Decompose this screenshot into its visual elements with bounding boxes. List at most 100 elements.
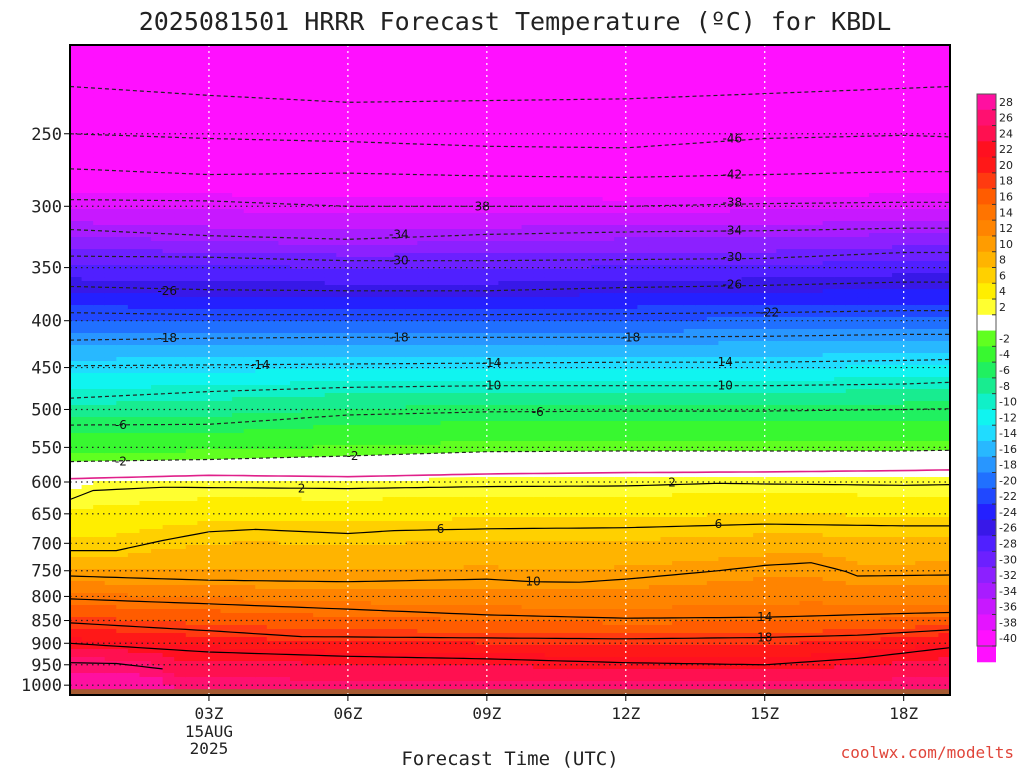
colorbar-swatch [977, 440, 996, 458]
isotherm-0 [70, 469, 950, 480]
colorbar-swatch [977, 614, 996, 631]
colorbar-swatch [977, 646, 996, 663]
isotherm-label: 2 [298, 482, 306, 496]
x-tick-label: 06Z [333, 704, 362, 723]
y-tick-label: 250 [31, 125, 62, 145]
isotherm-label: 6 [437, 522, 445, 536]
colorbar-swatch [977, 188, 996, 205]
y-tick-label: 550 [31, 438, 62, 458]
x-date-label: 15AUG [185, 722, 233, 741]
y-tick-label: 850 [31, 612, 62, 632]
isotherm-label: 14 [757, 610, 772, 624]
colorbar-swatch [977, 330, 996, 347]
isotherm-label: -18 [389, 330, 409, 344]
colorbar-tick-label: -24 [999, 506, 1017, 519]
y-tick-label: 700 [31, 534, 62, 554]
colorbar-swatch [977, 393, 996, 410]
isotherm-label: -6 [532, 405, 544, 419]
colorbar-tick-label: 28 [999, 96, 1013, 109]
colorbar-swatch [977, 456, 996, 474]
colorbar-swatch [977, 283, 996, 300]
colorbar-swatch [977, 377, 996, 395]
colorbar-tick-label: 18 [999, 175, 1013, 188]
colorbar-swatch [977, 109, 996, 127]
isotherm-label: -46 [723, 132, 743, 146]
colorbar-tick-label: -14 [999, 427, 1017, 440]
colorbar-swatch [977, 157, 996, 174]
colorbar-swatch [977, 346, 996, 363]
colorbar-tick-label: 12 [999, 222, 1013, 235]
isotherm-label: -30 [723, 250, 743, 264]
x-tick-label: 18Z [889, 704, 918, 723]
colorbar-tick-label: -38 [999, 616, 1017, 629]
colorbar-swatch [977, 251, 996, 268]
colorbar-swatch [977, 582, 996, 600]
colorbar-tick-label: -16 [999, 443, 1017, 456]
isotherm-label: 2 [668, 476, 676, 490]
colorbar-swatch [977, 267, 996, 284]
isotherm-6 [70, 523, 950, 552]
colorbar-tick-label: -18 [999, 459, 1017, 472]
colorbar-swatch [977, 504, 996, 521]
y-tick-label: 450 [31, 359, 62, 379]
colorbar-swatch [977, 519, 996, 537]
colorbar-swatch [977, 567, 996, 584]
isotherm-label: -14 [482, 356, 502, 370]
colorbar-swatch [977, 314, 996, 332]
y-tick-label: 300 [31, 197, 62, 217]
colorbar-tick-label: -8 [999, 380, 1010, 393]
colorbar-swatch [977, 425, 996, 442]
y-tick-label: 600 [31, 473, 62, 493]
x-axis-label: Forecast Time (UTC) [401, 748, 618, 768]
y-tick-label: 800 [31, 587, 62, 607]
colorbar-swatch [977, 598, 996, 615]
isotherm-label: -14 [713, 355, 733, 369]
isotherm-22 [70, 642, 950, 666]
surface-ground [70, 689, 950, 695]
isotherm-18 [70, 622, 950, 640]
colorbar-tick-label: -2 [999, 332, 1010, 345]
colorbar-tick-label: -6 [999, 364, 1010, 377]
colorbar-tick-label: -22 [999, 490, 1017, 503]
isotherm-14 [70, 598, 950, 619]
isotherm-label: 6 [715, 517, 723, 531]
x-tick-label: 12Z [611, 704, 640, 723]
chart-title: 2025081501 HRRR Forecast Temperature (ºC… [139, 7, 892, 36]
isotherm-label: -10 [713, 379, 733, 393]
isotherm-label: -2 [347, 449, 359, 463]
isotherm-label: -2 [115, 455, 127, 469]
source-credit: coolwx.com/modelts [841, 743, 1014, 762]
y-tick-label: 650 [31, 505, 62, 525]
colorbar-swatch [977, 409, 996, 426]
colorbar-tick-label: 14 [999, 206, 1013, 219]
isotherm-label: -42 [723, 168, 743, 182]
colorbar-tick-label: 26 [999, 112, 1013, 125]
colorbar-swatch [977, 488, 996, 505]
isotherm-label: -26 [723, 277, 743, 291]
colorbar-tick-label: -32 [999, 569, 1017, 582]
y-tick-label: 400 [31, 312, 62, 332]
isotherm-label: -34 [723, 224, 743, 238]
isotherm-label: -18 [157, 331, 177, 345]
pressure-axis: 2503003504004505005506006507007508008509… [21, 125, 70, 696]
colorbar-tick-label: -36 [999, 601, 1017, 614]
isotherm-label: 38 [475, 199, 490, 213]
colorbar-swatch [977, 94, 996, 111]
temperature-field [70, 45, 950, 695]
isotherm-label: -38 [723, 195, 743, 209]
isotherm-label: -14 [250, 358, 270, 372]
y-tick-label: 900 [31, 634, 62, 654]
colorbar-swatch [977, 220, 996, 237]
isotherm-label: -26 [157, 284, 177, 298]
colorbar-tick-label: 10 [999, 238, 1013, 251]
colorbar-tick-label: -34 [999, 585, 1017, 598]
x-tick-label: 03Z [194, 704, 223, 723]
isotherm-10 [70, 562, 950, 583]
colorbar-swatch [977, 472, 996, 489]
plot-frame [69, 44, 951, 696]
isotherm-label: -30 [389, 254, 409, 268]
colorbar-swatch [977, 535, 996, 552]
